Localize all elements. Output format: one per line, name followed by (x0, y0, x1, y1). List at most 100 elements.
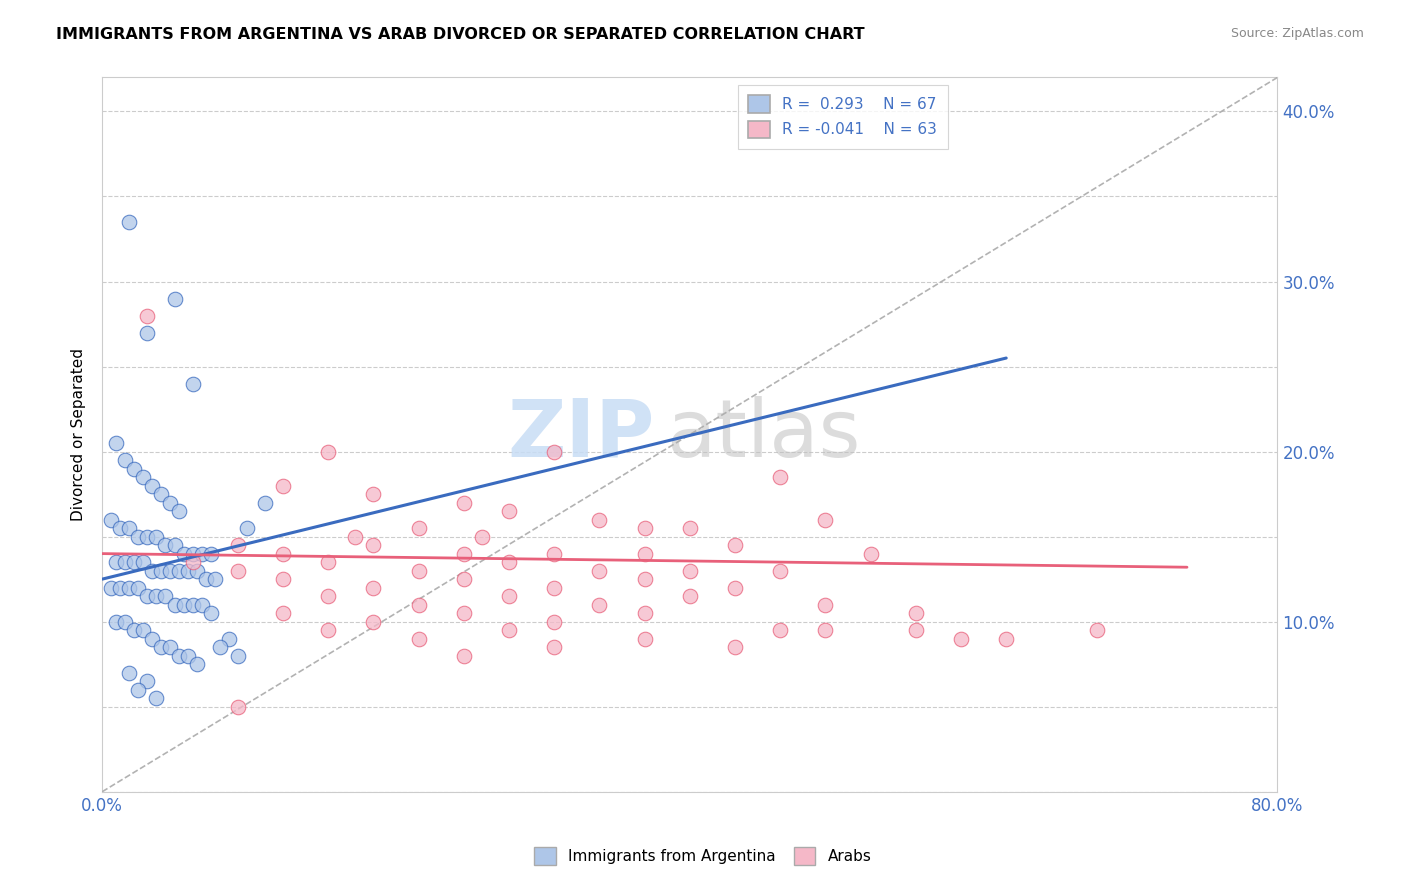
Point (271, 478, 294, 492)
Point (122, 623, 145, 637)
Point (724, 640, 747, 655)
Point (159, 564, 181, 578)
Point (190, 547, 212, 561)
Point (145, 530, 167, 544)
Point (271, 572, 294, 586)
Point (136, 309, 159, 323)
Point (498, 589, 520, 603)
Point (159, 495, 181, 509)
Point (226, 538, 249, 552)
Point (588, 564, 610, 578)
Point (316, 444, 339, 458)
Point (814, 623, 837, 637)
Y-axis label: Divorced or Separated: Divorced or Separated (72, 348, 86, 521)
Point (271, 547, 294, 561)
Point (236, 521, 259, 535)
Point (167, 564, 190, 578)
Point (543, 547, 565, 561)
Point (408, 564, 430, 578)
Point (453, 572, 475, 586)
Point (453, 648, 475, 663)
Point (100, 513, 122, 527)
Text: atlas: atlas (666, 395, 860, 474)
Point (633, 606, 655, 620)
Point (122, 461, 145, 475)
Point (316, 555, 339, 569)
Point (363, 487, 385, 501)
Point (200, 606, 222, 620)
Point (633, 521, 655, 535)
Point (408, 632, 430, 646)
Point (995, 632, 1018, 646)
Point (453, 606, 475, 620)
Point (253, 495, 276, 509)
Point (724, 538, 747, 552)
Point (136, 589, 159, 603)
Point (163, 292, 186, 306)
Point (904, 623, 927, 637)
Point (363, 538, 385, 552)
Point (633, 547, 655, 561)
Point (471, 530, 494, 544)
Point (100, 581, 122, 595)
Point (114, 555, 136, 569)
Point (136, 326, 159, 340)
Point (149, 487, 172, 501)
Point (163, 538, 186, 552)
Legend: Immigrants from Argentina, Arabs: Immigrants from Argentina, Arabs (529, 841, 877, 871)
Point (363, 615, 385, 629)
Point (141, 478, 163, 492)
Point (177, 564, 200, 578)
Text: Source: ZipAtlas.com: Source: ZipAtlas.com (1230, 27, 1364, 40)
Point (127, 530, 149, 544)
Point (136, 530, 159, 544)
Point (110, 581, 132, 595)
Point (226, 648, 249, 663)
Point (110, 521, 132, 535)
Point (543, 444, 565, 458)
Point (136, 674, 159, 689)
Point (633, 572, 655, 586)
Point (118, 665, 141, 680)
Point (679, 564, 702, 578)
Point (769, 564, 792, 578)
Point (814, 598, 837, 612)
Point (363, 581, 385, 595)
Point (316, 623, 339, 637)
Point (859, 547, 882, 561)
Point (408, 598, 430, 612)
Point (226, 699, 249, 714)
Point (498, 555, 520, 569)
Point (633, 632, 655, 646)
Point (104, 436, 127, 450)
Point (588, 598, 610, 612)
Point (679, 589, 702, 603)
Point (132, 470, 155, 484)
Point (226, 564, 249, 578)
Point (200, 547, 222, 561)
Point (104, 555, 127, 569)
Point (186, 564, 208, 578)
Point (159, 640, 181, 655)
Point (181, 598, 204, 612)
Point (186, 657, 208, 672)
Point (141, 564, 163, 578)
Point (167, 504, 190, 518)
Point (950, 632, 973, 646)
Point (190, 598, 212, 612)
Point (167, 648, 190, 663)
Point (588, 513, 610, 527)
Point (118, 581, 141, 595)
Point (173, 547, 195, 561)
Point (181, 376, 204, 391)
Point (145, 589, 167, 603)
Point (543, 615, 565, 629)
Point (155, 589, 177, 603)
Point (814, 513, 837, 527)
Point (155, 538, 177, 552)
Point (149, 640, 172, 655)
Point (271, 606, 294, 620)
Point (118, 215, 141, 229)
Point (453, 495, 475, 509)
Point (195, 572, 218, 586)
